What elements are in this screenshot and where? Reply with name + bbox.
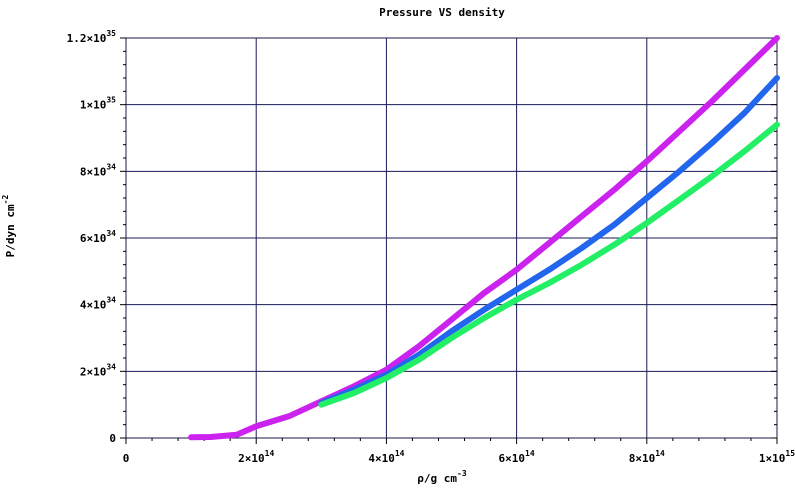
y-tick-label-mantissa: 0 xyxy=(109,432,116,445)
y-tick-label-mantissa: 1.2×10 xyxy=(67,32,107,45)
y-tick-label-mantissa: 2×10 xyxy=(80,365,107,378)
x-tick-label-mantissa: 1×10 xyxy=(759,452,786,465)
y-tick-label: 0 xyxy=(109,432,116,445)
chart-title: Pressure VS density xyxy=(379,6,505,19)
x-tick-label-exponent: 14 xyxy=(265,449,275,458)
x-tick-label-exponent: 14 xyxy=(655,449,665,458)
series-line-3 xyxy=(318,121,780,408)
x-tick-label: 2×1014 xyxy=(238,449,274,465)
x-tick-label-mantissa: 2×10 xyxy=(238,452,265,465)
x-tick-label-mantissa: 6×10 xyxy=(499,452,526,465)
x-tick-label-mantissa: 0 xyxy=(123,452,130,465)
x-tick-label: 8×1014 xyxy=(629,449,665,465)
x-tick-label: 4×1014 xyxy=(368,449,404,465)
x-tick-label: 0 xyxy=(123,452,130,465)
series-line-2 xyxy=(318,75,780,406)
x-axis-label-text: ρ/g cm xyxy=(417,472,457,485)
y-tick-label-mantissa: 4×10 xyxy=(80,299,107,312)
y-tick-label: 1.2×1035 xyxy=(67,29,117,45)
x-tick-label-mantissa: 8×10 xyxy=(629,452,656,465)
y-tick-label: 4×1034 xyxy=(80,296,116,312)
y-tick-label: 1×1035 xyxy=(80,96,116,112)
series xyxy=(188,35,780,441)
x-tick-labels: 0 2×1014 4×1014 6×1014 8×1014 1×1015 xyxy=(123,449,795,465)
y-tick-label-exponent: 34 xyxy=(106,229,116,238)
x-tick-label-mantissa: 4×10 xyxy=(368,452,395,465)
x-tick-label-exponent: 14 xyxy=(395,449,405,458)
y-tick-label-mantissa: 8×10 xyxy=(80,165,107,178)
y-axis-label-text: P/dyn cm xyxy=(4,204,17,257)
y-tick-label-exponent: 34 xyxy=(106,296,116,305)
y-tick-label-exponent: 34 xyxy=(106,162,116,171)
y-tick-label-mantissa: 6×10 xyxy=(80,232,107,245)
y-tick-label-exponent: 34 xyxy=(106,362,116,371)
y-tick-label-exponent: 35 xyxy=(106,96,116,105)
grid xyxy=(126,37,778,438)
x-axis-label-exponent: -3 xyxy=(457,469,467,478)
y-tick-label: 8×1034 xyxy=(80,162,116,178)
y-tick-label-mantissa: 1×10 xyxy=(80,99,107,112)
y-axis-label: P/dyn cm-2 xyxy=(1,195,17,258)
y-tick-label-exponent: 35 xyxy=(106,29,116,38)
x-tick-label-exponent: 14 xyxy=(525,449,535,458)
x-tick-label: 1×1015 xyxy=(759,449,795,465)
y-tick-label: 2×1034 xyxy=(80,362,116,378)
series-line-1 xyxy=(188,35,780,441)
y-axis-label-exponent: -2 xyxy=(1,195,10,205)
y-tick-label: 6×1034 xyxy=(80,229,116,245)
x-tick-label: 6×1014 xyxy=(499,449,535,465)
x-tick-label-exponent: 15 xyxy=(785,449,795,458)
tick-marks xyxy=(120,37,778,444)
x-axis-label: ρ/g cm-3 xyxy=(417,469,467,485)
